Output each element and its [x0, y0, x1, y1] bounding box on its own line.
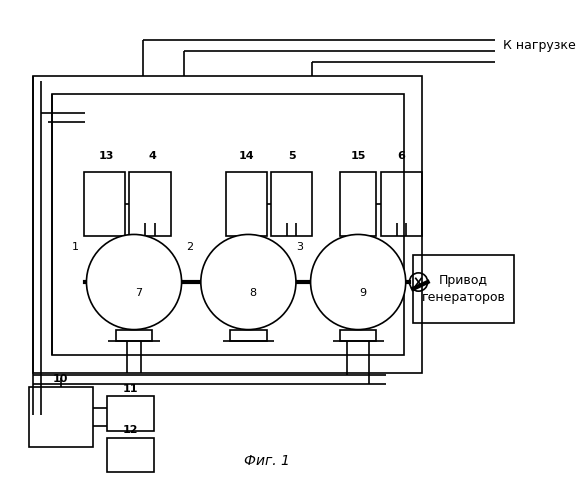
Bar [34, 76, 422, 374]
Text: 13: 13 [99, 152, 114, 162]
Text: 2: 2 [186, 242, 194, 252]
Text: Фиг. 1: Фиг. 1 [244, 454, 289, 468]
Text: 8: 8 [249, 288, 256, 298]
Text: 4: 4 [148, 152, 156, 162]
Bar [29, 387, 93, 446]
Bar [271, 172, 313, 236]
Bar [107, 438, 154, 472]
Text: 15: 15 [350, 152, 366, 162]
Bar [413, 254, 514, 323]
Text: 3: 3 [296, 242, 303, 252]
Bar [340, 330, 376, 340]
Bar [116, 330, 153, 340]
Text: Привод
генераторов: Привод генераторов [422, 274, 505, 304]
Circle shape [86, 234, 182, 330]
Circle shape [310, 234, 406, 330]
Bar [129, 172, 171, 236]
Text: 10: 10 [53, 374, 68, 384]
Text: 9: 9 [359, 288, 367, 298]
Text: 1: 1 [72, 242, 79, 252]
Text: 14: 14 [239, 152, 255, 162]
Circle shape [201, 234, 296, 330]
Bar [107, 396, 154, 431]
Text: 7: 7 [135, 288, 142, 298]
Bar [230, 330, 267, 340]
Bar [52, 94, 404, 355]
Bar [226, 172, 267, 236]
Bar [381, 172, 422, 236]
Text: 11: 11 [122, 384, 138, 394]
Text: К нагрузке: К нагрузке [503, 38, 575, 52]
Text: 5: 5 [288, 152, 296, 162]
Text: 6: 6 [397, 152, 405, 162]
Bar [84, 172, 125, 236]
Text: 12: 12 [122, 425, 138, 435]
Bar [340, 172, 376, 236]
